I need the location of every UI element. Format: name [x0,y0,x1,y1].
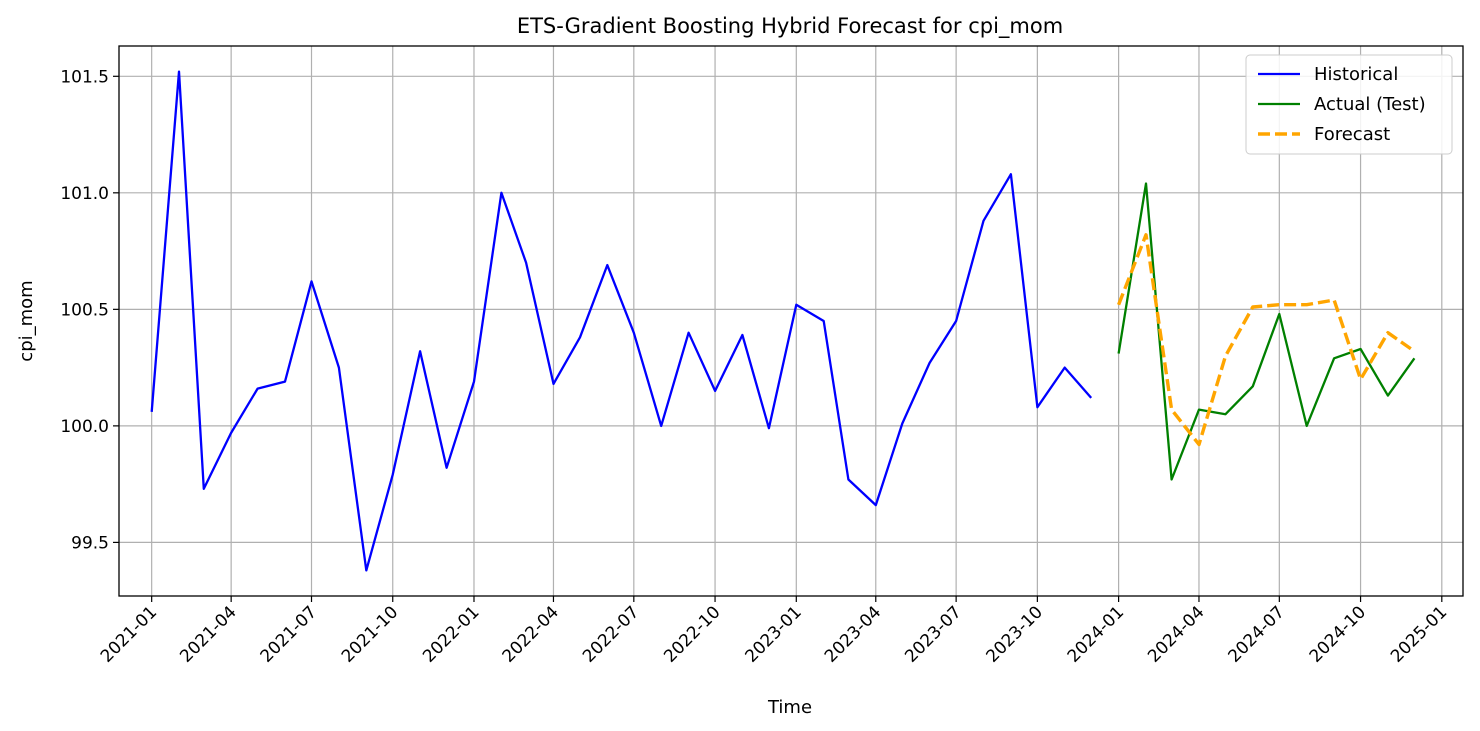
legend-label: Forecast [1314,124,1390,145]
x-tick-label: 2024-04 [1144,602,1208,666]
y-tick-label: 101.0 [60,184,109,204]
x-tick-label: 2022-01 [419,602,483,666]
x-tick-label: 2023-07 [901,602,965,666]
y-axis: 99.5 100.0 100.5 101.0 101.5 [60,67,119,553]
series-line-forecast [1117,233,1416,447]
x-tick-label: 2022-10 [660,602,724,666]
plot-frame [118,45,1464,597]
series-line-actual-test [1117,182,1416,481]
x-tick-label: 2021-04 [176,602,240,666]
legend-label: Historical [1314,64,1398,85]
y-tick-label: 101.5 [60,67,109,87]
x-tick-label: 2023-01 [741,602,805,666]
y-tick-label: 100.0 [60,417,109,437]
x-tick-label: 2023-04 [821,602,885,666]
x-tick-label: 2024-10 [1306,602,1370,666]
x-axis-label: Time [767,697,812,718]
chart-title: ETS-Gradient Boosting Hybrid Forecast fo… [517,14,1063,39]
grid [119,46,1463,596]
legend-label: Actual (Test) [1314,94,1426,115]
x-tick-label: 2022-04 [499,602,563,666]
x-tick-label: 2021-10 [338,602,402,666]
series-line-historical [150,70,1093,572]
x-tick-label: 2024-01 [1064,602,1128,666]
x-tick-label: 2022-07 [579,602,643,666]
legend: Historical Actual (Test) Forecast [1245,54,1453,155]
legend-box [1245,54,1453,155]
x-axis: 2021-01 2021-04 2021-07 2021-10 2022-01 2022-… [97,596,1451,667]
x-tick-label: 2023-10 [983,602,1047,666]
y-tick-label: 99.5 [71,533,109,553]
x-tick-label: 2021-07 [257,602,321,666]
y-tick-label: 100.5 [60,300,109,320]
y-axis-label: cpi_mom [16,280,37,361]
x-tick-label: 2025-01 [1387,602,1451,666]
x-tick-label: 2021-01 [97,602,161,666]
x-tick-label: 2024-07 [1224,602,1288,666]
series-layer [150,70,1416,572]
